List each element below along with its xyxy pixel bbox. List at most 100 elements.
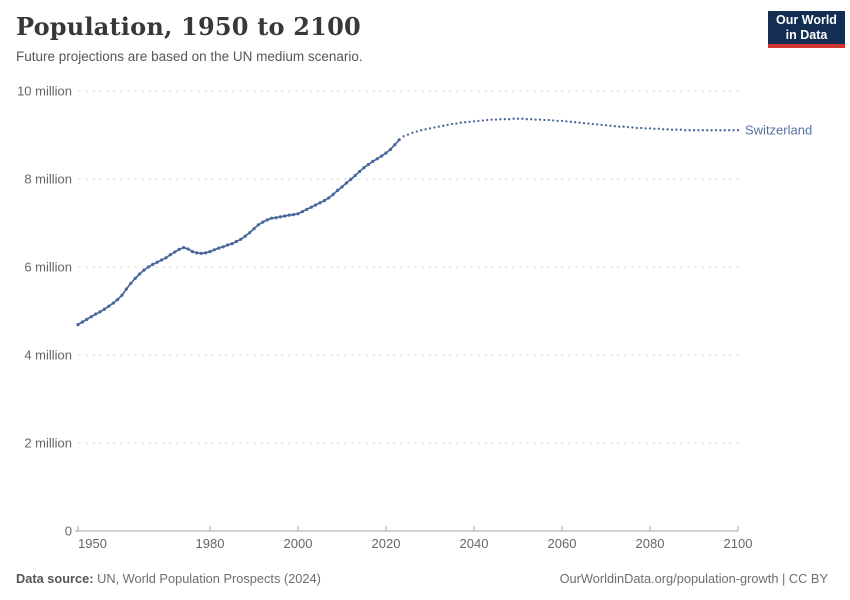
projection-dot[interactable] — [503, 118, 506, 121]
projection-dot[interactable] — [459, 121, 462, 124]
projection-dot[interactable] — [499, 118, 502, 121]
projection-dot[interactable] — [455, 122, 458, 125]
projection-dot[interactable] — [622, 125, 625, 128]
projection-dot[interactable] — [701, 129, 704, 132]
data-point[interactable] — [168, 253, 172, 257]
projection-dot[interactable] — [494, 118, 498, 121]
data-point[interactable] — [278, 215, 282, 219]
projection-dot[interactable] — [442, 124, 445, 127]
projection-dot[interactable] — [525, 118, 528, 121]
projection-dot[interactable] — [648, 127, 652, 130]
projection-dot[interactable] — [512, 117, 515, 120]
projection-dot[interactable] — [714, 129, 718, 132]
projection-dot[interactable] — [587, 122, 590, 125]
data-point[interactable] — [142, 268, 146, 272]
data-point[interactable] — [155, 260, 159, 264]
data-point[interactable] — [322, 199, 326, 203]
data-point[interactable] — [239, 237, 243, 241]
projection-dot[interactable] — [596, 123, 599, 126]
projection-dot[interactable] — [464, 121, 467, 124]
projection-dot[interactable] — [675, 128, 678, 131]
data-point[interactable] — [318, 201, 322, 205]
projection-dot[interactable] — [552, 119, 555, 122]
data-point[interactable] — [261, 220, 265, 224]
data-point[interactable] — [182, 246, 186, 250]
projection-dot[interactable] — [657, 127, 660, 130]
data-point[interactable] — [283, 214, 287, 218]
projection-dot[interactable] — [538, 118, 542, 121]
projection-dot[interactable] — [732, 129, 735, 132]
data-point[interactable] — [226, 243, 230, 247]
data-point[interactable] — [94, 312, 98, 316]
data-point[interactable] — [124, 287, 128, 291]
projection-dot[interactable] — [653, 127, 656, 130]
data-point[interactable] — [265, 218, 269, 222]
data-point[interactable] — [80, 320, 84, 324]
projection-dot[interactable] — [719, 129, 722, 132]
data-point[interactable] — [234, 239, 238, 244]
projection-dot[interactable] — [688, 129, 691, 132]
data-point[interactable] — [186, 247, 190, 251]
license-link[interactable]: OurWorldinData.org/population-growth | C… — [559, 571, 828, 586]
projection-dot[interactable] — [437, 125, 440, 128]
data-point[interactable] — [195, 251, 199, 255]
data-point[interactable] — [212, 248, 216, 252]
data-point[interactable] — [274, 216, 278, 220]
projection-dot[interactable] — [618, 125, 621, 128]
projection-dot[interactable] — [490, 118, 493, 121]
projection-dot[interactable] — [428, 127, 432, 130]
projection-dot[interactable] — [697, 129, 700, 132]
data-point[interactable] — [314, 203, 318, 207]
projection-dot[interactable] — [631, 126, 634, 129]
data-point[interactable] — [217, 246, 221, 250]
data-point[interactable] — [340, 185, 344, 189]
projection-dot[interactable] — [560, 119, 564, 123]
projection-dot[interactable] — [508, 118, 511, 121]
projection-dot[interactable] — [486, 118, 489, 122]
projection-dot[interactable] — [679, 128, 682, 131]
data-point[interactable] — [107, 304, 111, 308]
data-point[interactable] — [384, 151, 388, 155]
projection-dot[interactable] — [415, 130, 418, 133]
projection-dot[interactable] — [547, 118, 550, 122]
projection-dot[interactable] — [644, 127, 647, 130]
data-point[interactable] — [371, 159, 375, 163]
data-point[interactable] — [375, 157, 379, 161]
projection-dot[interactable] — [626, 125, 630, 129]
data-point[interactable] — [102, 307, 106, 311]
data-point[interactable] — [344, 181, 348, 185]
data-point[interactable] — [243, 234, 247, 238]
projection-dot[interactable] — [468, 120, 471, 123]
data-point[interactable] — [327, 196, 331, 200]
projection-dot[interactable] — [406, 133, 410, 136]
data-point[interactable] — [380, 154, 384, 158]
projection-dot[interactable] — [450, 122, 454, 126]
data-point[interactable] — [76, 323, 80, 327]
projection-dot[interactable] — [706, 129, 709, 132]
projection-dot[interactable] — [543, 118, 546, 122]
data-point[interactable] — [397, 138, 401, 142]
projection-dot[interactable] — [609, 124, 612, 127]
data-point[interactable] — [146, 265, 150, 269]
data-point[interactable] — [270, 216, 274, 220]
projection-dot[interactable] — [569, 120, 572, 123]
data-point[interactable] — [151, 262, 155, 266]
data-point[interactable] — [393, 143, 397, 147]
data-point[interactable] — [305, 207, 309, 211]
data-point[interactable] — [300, 210, 304, 214]
projection-dot[interactable] — [433, 126, 436, 129]
data-point[interactable] — [362, 166, 366, 170]
data-point[interactable] — [164, 256, 168, 260]
data-point[interactable] — [252, 227, 256, 231]
data-point[interactable] — [116, 298, 120, 302]
data-point[interactable] — [331, 192, 335, 196]
data-point[interactable] — [204, 251, 208, 255]
data-point[interactable] — [111, 301, 115, 305]
projection-dot[interactable] — [477, 119, 480, 123]
data-point[interactable] — [221, 245, 225, 249]
data-point[interactable] — [349, 177, 353, 181]
projection-dot[interactable] — [556, 119, 559, 123]
data-point[interactable] — [199, 251, 203, 255]
population-line-historical[interactable] — [77, 139, 400, 326]
